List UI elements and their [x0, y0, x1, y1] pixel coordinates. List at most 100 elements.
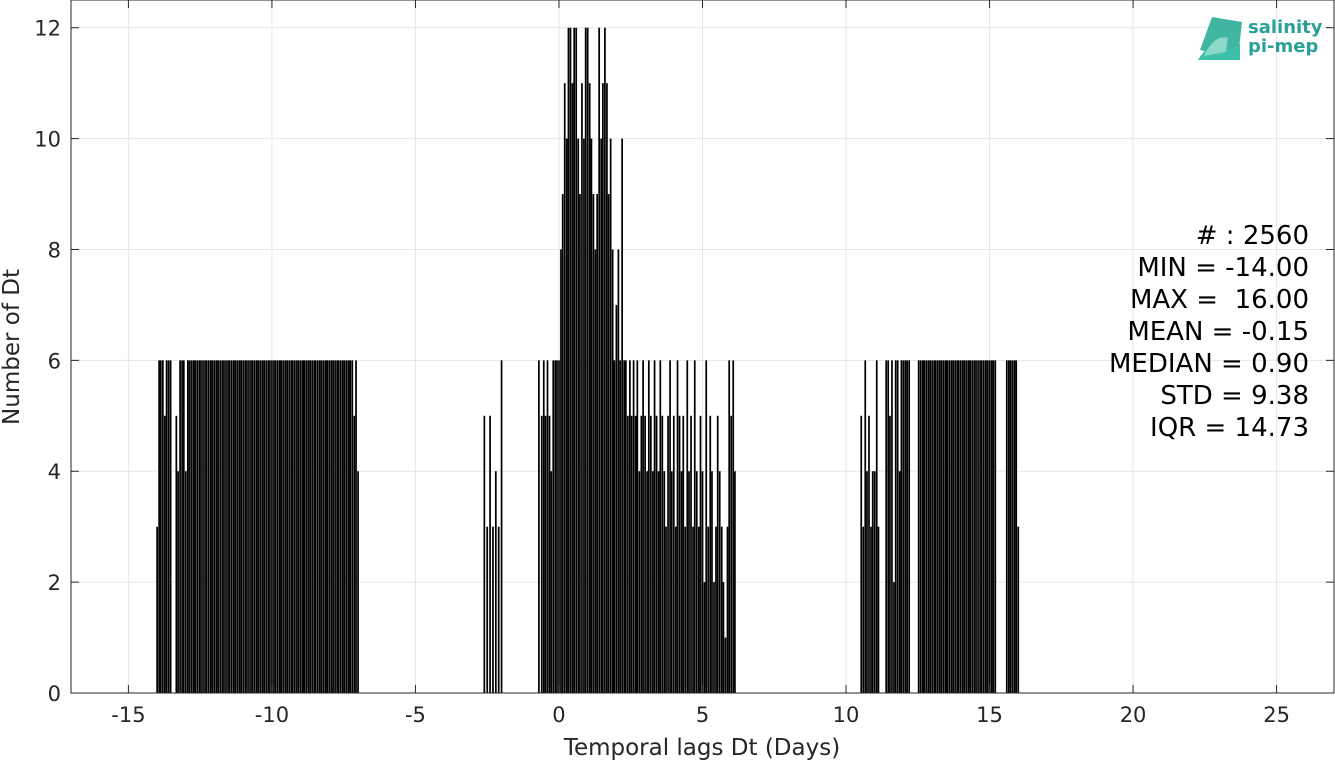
- bar: [728, 360, 731, 693]
- bar: [862, 526, 865, 693]
- bar: [198, 360, 201, 693]
- bar: [653, 360, 656, 693]
- bar: [948, 360, 951, 693]
- bar: [908, 360, 911, 693]
- bar: [345, 360, 348, 693]
- bar: [324, 360, 327, 693]
- x-tick-label: 20: [1120, 703, 1147, 727]
- bar: [613, 360, 616, 693]
- bar: [724, 637, 727, 693]
- bar: [688, 471, 690, 693]
- bar: [990, 360, 993, 693]
- bar: [661, 415, 664, 693]
- bar: [349, 360, 352, 693]
- bar: [577, 138, 580, 694]
- bar: [158, 360, 160, 693]
- x-tick-label: 15: [976, 703, 1003, 727]
- bar: [697, 526, 700, 693]
- bar: [732, 360, 735, 693]
- bar: [334, 360, 336, 693]
- bar: [211, 360, 214, 693]
- bar: [581, 83, 583, 693]
- bar: [873, 471, 876, 693]
- bar: [630, 415, 633, 693]
- bar: [670, 471, 673, 693]
- bar: [931, 360, 933, 693]
- x-tick-label: 10: [833, 703, 860, 727]
- bar: [186, 360, 189, 693]
- bar: [248, 360, 250, 693]
- bar: [228, 360, 231, 693]
- bar: [629, 360, 631, 693]
- bar: [898, 471, 901, 693]
- bar: [486, 526, 489, 693]
- bar: [982, 360, 985, 693]
- bar: [929, 360, 931, 693]
- stats-annotation: # : 2560 MIN = -14.00 MAX = 16.00 MEAN =…: [1109, 221, 1309, 443]
- bar: [569, 27, 572, 694]
- bar: [659, 360, 662, 693]
- bar: [900, 360, 903, 693]
- bar: [284, 360, 287, 693]
- bar: [676, 360, 679, 693]
- bar: [205, 360, 208, 693]
- bar: [1007, 360, 1010, 693]
- bar: [215, 360, 218, 693]
- bar: [663, 471, 666, 693]
- bar: [889, 415, 891, 693]
- bar: [209, 360, 212, 693]
- bar: [548, 415, 551, 693]
- bar: [267, 360, 270, 693]
- bar: [994, 360, 997, 693]
- bar: [190, 360, 193, 693]
- bar: [686, 360, 689, 693]
- bar: [200, 360, 202, 693]
- bar: [940, 360, 943, 693]
- bar: [638, 471, 641, 693]
- bar: [606, 83, 608, 693]
- bar: [669, 360, 671, 693]
- bar: [290, 360, 293, 693]
- bar: [607, 194, 610, 694]
- bar: [558, 360, 560, 693]
- x-tick-label: 25: [1263, 703, 1290, 727]
- bar: [583, 138, 585, 694]
- bar: [322, 360, 325, 693]
- bar: [632, 360, 635, 693]
- bar: [692, 526, 694, 693]
- bar: [540, 415, 543, 693]
- bar: [167, 360, 170, 693]
- bar: [649, 415, 652, 693]
- stat-mean: MEAN = -0.15: [1127, 317, 1309, 347]
- bar: [550, 471, 553, 693]
- y-tick-label: 12: [34, 17, 61, 41]
- bar: [542, 360, 545, 693]
- bar: [297, 360, 300, 693]
- bar: [575, 27, 578, 694]
- bar: [715, 526, 717, 693]
- bar: [251, 360, 254, 693]
- bar: [730, 415, 733, 693]
- bar: [600, 138, 603, 694]
- bar: [341, 360, 344, 693]
- bar: [672, 415, 675, 693]
- bar: [182, 360, 185, 693]
- bar: [919, 360, 922, 693]
- bar: [242, 360, 245, 693]
- bar: [234, 360, 237, 693]
- y-tick-label: 2: [48, 571, 61, 595]
- bar: [571, 83, 574, 693]
- bar: [963, 360, 966, 693]
- bar: [596, 194, 599, 694]
- y-tick-label: 8: [48, 238, 61, 262]
- bar: [942, 360, 945, 693]
- bar: [278, 360, 281, 693]
- bar: [305, 360, 308, 693]
- bar: [165, 360, 168, 693]
- bar: [563, 83, 566, 693]
- bar: [944, 360, 947, 693]
- bar: [921, 360, 924, 693]
- bar: [624, 360, 627, 693]
- bar: [933, 360, 936, 693]
